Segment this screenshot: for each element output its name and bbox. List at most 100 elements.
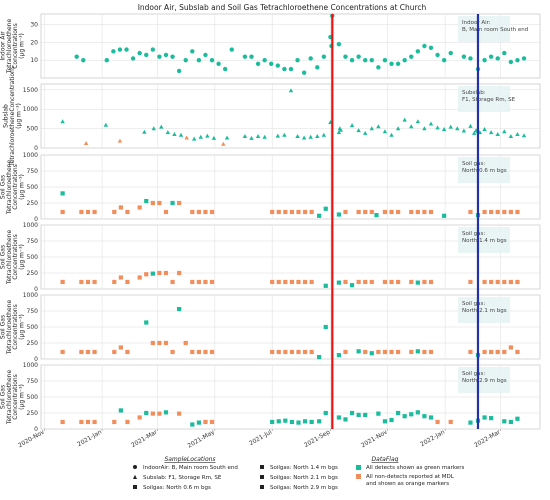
y-axis-label: Soil GasTetrachloroetheneConcentrations(… bbox=[0, 300, 26, 356]
y-tick-label: 750 bbox=[27, 238, 39, 245]
data-point bbox=[461, 54, 467, 59]
data-point bbox=[60, 419, 65, 425]
data-point bbox=[137, 50, 142, 56]
data-point bbox=[255, 133, 261, 138]
data-point bbox=[301, 70, 307, 75]
series-detects bbox=[150, 271, 420, 288]
y-axis-label-line: Soil Gas bbox=[0, 175, 6, 199]
data-point bbox=[137, 275, 142, 280]
data-point bbox=[376, 124, 381, 129]
data-point bbox=[301, 135, 307, 140]
data-point bbox=[276, 419, 281, 424]
data-point bbox=[349, 410, 355, 416]
plot-frame bbox=[40, 83, 541, 149]
data-point bbox=[489, 416, 494, 421]
legend-flag-label: All detects shown as green markers bbox=[366, 465, 464, 471]
data-point bbox=[190, 279, 195, 285]
data-point bbox=[60, 279, 65, 285]
data-point bbox=[428, 45, 434, 50]
panel-note-text: Soil gas: bbox=[462, 231, 485, 237]
y-tick-label: 250 bbox=[27, 340, 39, 347]
data-point bbox=[489, 349, 494, 355]
data-point bbox=[422, 279, 427, 285]
data-point bbox=[163, 340, 169, 346]
series-non-detects bbox=[60, 411, 453, 425]
legend-flag-item: All detects shown as green markers bbox=[356, 465, 464, 471]
data-point bbox=[203, 52, 208, 58]
data-point bbox=[448, 124, 453, 129]
y-axis-label-line: Soil Gas bbox=[0, 315, 6, 339]
data-point bbox=[415, 410, 420, 415]
y-axis-label-line: Soil Gas bbox=[0, 385, 6, 409]
series-detects bbox=[118, 408, 520, 427]
panel-note: Indoor Air:B, Main room South end bbox=[458, 16, 528, 42]
data-point bbox=[209, 419, 215, 425]
data-point bbox=[163, 410, 169, 415]
data-point bbox=[178, 132, 184, 137]
y-tick-label: 750 bbox=[27, 308, 39, 315]
data-point bbox=[336, 353, 341, 358]
data-point bbox=[422, 349, 427, 355]
data-point bbox=[85, 279, 91, 285]
data-point bbox=[389, 279, 394, 285]
data-point bbox=[428, 415, 434, 420]
data-point bbox=[275, 133, 281, 138]
data-point bbox=[336, 280, 341, 285]
data-point bbox=[508, 133, 514, 138]
data-point bbox=[196, 349, 201, 355]
y-tick-label: 30 bbox=[30, 22, 38, 29]
data-point bbox=[112, 419, 117, 425]
data-point bbox=[321, 132, 327, 137]
data-point bbox=[216, 61, 221, 66]
data-point bbox=[242, 54, 248, 59]
data-point bbox=[369, 279, 374, 285]
data-point bbox=[125, 419, 130, 425]
data-point bbox=[79, 349, 84, 355]
data-point bbox=[118, 205, 123, 210]
data-point bbox=[323, 410, 328, 416]
data-point bbox=[103, 122, 109, 127]
data-point bbox=[211, 135, 217, 140]
data-point bbox=[209, 349, 215, 355]
legend-location-label: Soilgas: North 0.6 m bgs bbox=[143, 485, 211, 491]
data-point bbox=[270, 419, 275, 425]
y-tick-label: 750 bbox=[27, 168, 39, 175]
data-point bbox=[336, 130, 342, 135]
data-point bbox=[508, 345, 513, 350]
data-point bbox=[203, 349, 208, 355]
data-point bbox=[343, 279, 348, 285]
data-point bbox=[515, 209, 520, 215]
x-tick-label: 2022-Jan bbox=[419, 429, 446, 449]
data-point bbox=[376, 411, 381, 416]
data-point bbox=[515, 416, 520, 421]
data-point bbox=[275, 63, 281, 68]
legend-location-item: Soilgas: North 1.4 m bgs bbox=[260, 465, 338, 471]
x-tick-label: 2020-Nov bbox=[17, 428, 46, 449]
data-point bbox=[270, 209, 275, 215]
data-point bbox=[395, 209, 401, 215]
data-point bbox=[402, 414, 407, 419]
legend-flag-marker bbox=[356, 465, 361, 470]
y-axis-label-line: Subslab bbox=[3, 104, 10, 128]
data-point bbox=[60, 119, 65, 124]
data-point bbox=[276, 279, 281, 285]
data-point bbox=[415, 280, 420, 285]
y-axis-label-line: Tetrachloroethene bbox=[6, 230, 13, 286]
data-point bbox=[196, 279, 201, 285]
data-point bbox=[442, 213, 447, 218]
panel-note-box bbox=[458, 297, 510, 323]
y-tick-label: 1000 bbox=[23, 292, 38, 299]
data-point bbox=[74, 54, 79, 59]
y-axis-label-line: Concentrations bbox=[12, 374, 19, 420]
data-point bbox=[323, 206, 328, 211]
data-point bbox=[196, 420, 201, 425]
data-point bbox=[177, 270, 182, 276]
data-point bbox=[502, 419, 507, 424]
y-axis-label: Soil GasTetrachloroetheneConcentrations(… bbox=[0, 160, 26, 216]
panel-note-text: F1, Storage Rm, SE bbox=[462, 97, 516, 103]
data-point bbox=[389, 349, 394, 355]
data-point bbox=[343, 349, 348, 355]
data-point bbox=[422, 414, 427, 419]
